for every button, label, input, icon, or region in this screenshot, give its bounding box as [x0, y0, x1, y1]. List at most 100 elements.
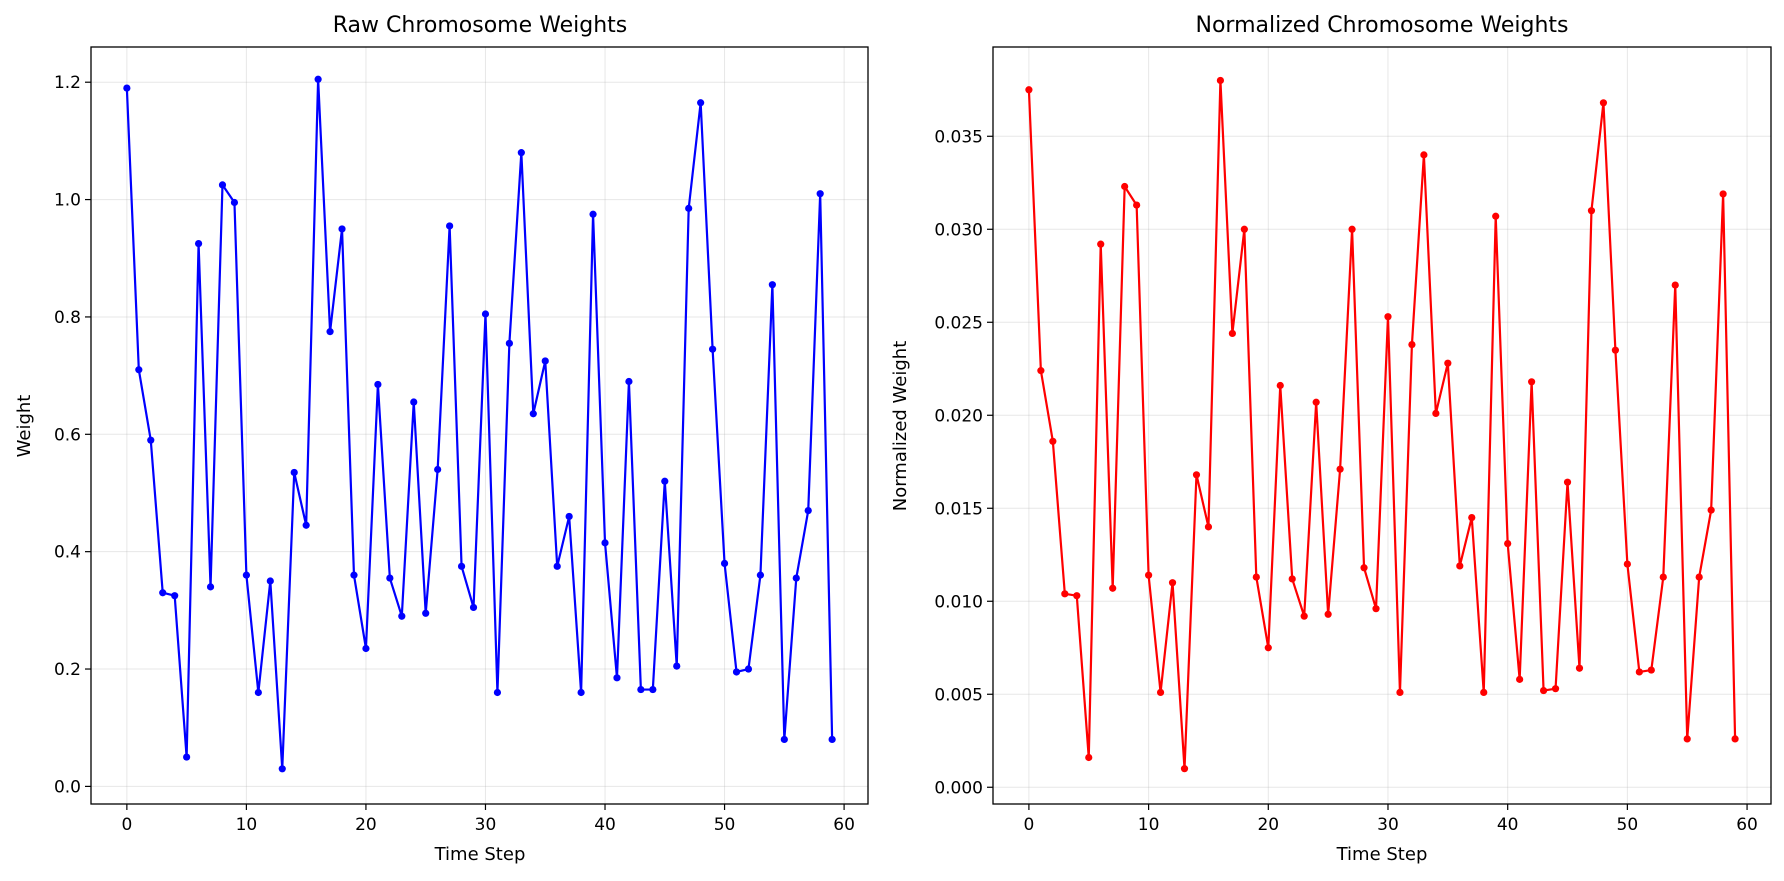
- data-point: [1623, 560, 1631, 568]
- grid: [91, 47, 868, 804]
- data-point: [625, 377, 633, 386]
- data-point: [206, 583, 215, 591]
- y-tick-label: 0.4: [54, 543, 81, 563]
- data-point: [362, 644, 370, 653]
- data-point: [1156, 688, 1165, 697]
- data-point: [314, 75, 322, 83]
- data-point: [302, 521, 310, 529]
- data-point: [1360, 564, 1368, 572]
- data-point: [218, 181, 227, 189]
- data-point: [434, 465, 442, 474]
- y-tick-label: 0.2: [54, 660, 81, 680]
- data-point: [1240, 225, 1248, 233]
- data-point: [1539, 686, 1548, 695]
- data-point: [697, 99, 705, 107]
- y-tick-label: 0.030: [934, 220, 983, 240]
- data-point: [780, 735, 788, 744]
- data-point: [1049, 437, 1057, 445]
- data-point: [183, 753, 191, 761]
- x-tick-label: 10: [1138, 815, 1160, 835]
- data-point: [1492, 212, 1500, 220]
- data-point: [338, 225, 346, 233]
- data-point: [1731, 735, 1739, 743]
- data-point: [1372, 605, 1380, 613]
- data-point: [1420, 151, 1428, 159]
- data-point: [1061, 590, 1069, 598]
- y-tick-label: 0.025: [934, 313, 983, 333]
- data-point: [1408, 340, 1416, 349]
- y-tick-label: 0.000: [934, 778, 983, 798]
- data-point: [1121, 182, 1129, 191]
- chart-title: Normalized Chromosome Weights: [1196, 13, 1569, 38]
- data-point: [1192, 471, 1201, 479]
- data-point: [1276, 381, 1284, 390]
- y-tick-label: 0.6: [54, 425, 81, 445]
- data-point: [398, 612, 406, 620]
- data-point: [326, 328, 334, 336]
- y-tick-label: 0.8: [54, 308, 81, 328]
- data-point: [1109, 584, 1117, 592]
- x-tick-label: 60: [1736, 815, 1758, 835]
- data-point: [828, 735, 836, 744]
- data-point: [1288, 575, 1296, 583]
- data-point: [529, 410, 537, 418]
- data-point: [1384, 313, 1392, 321]
- data-point: [1180, 765, 1189, 773]
- data-point: [589, 210, 597, 218]
- data-point: [194, 239, 203, 248]
- data-point: [673, 662, 681, 670]
- data-point: [159, 589, 167, 597]
- data-point: [1575, 664, 1584, 672]
- x-tick-label: 30: [475, 815, 497, 835]
- data-point: [661, 477, 669, 485]
- data-point: [422, 609, 430, 617]
- series-line: [1027, 79, 1737, 770]
- data-point: [1300, 612, 1308, 620]
- data-point: [278, 765, 286, 773]
- data-point: [505, 339, 513, 347]
- data-point: [1587, 207, 1596, 215]
- x-tick-label: 0: [121, 815, 132, 835]
- x-tick-label: 30: [1377, 815, 1399, 835]
- x-tick-label: 40: [594, 815, 616, 835]
- data-point: [744, 665, 753, 673]
- data-point: [732, 668, 741, 676]
- x-tick-label: 20: [355, 815, 377, 835]
- data-point: [768, 281, 776, 289]
- x-tick-label: 10: [236, 815, 258, 835]
- data-point: [481, 310, 490, 318]
- data-point: [147, 436, 155, 444]
- data-point: [1216, 76, 1225, 85]
- y-tick-label: 0.015: [934, 499, 983, 519]
- data-point: [1444, 359, 1452, 367]
- data-point: [756, 571, 765, 579]
- data-point: [254, 688, 262, 697]
- data-point: [1659, 573, 1667, 581]
- data-point: [541, 357, 549, 365]
- data-point: [720, 559, 729, 568]
- data-point: [1037, 367, 1045, 375]
- data-point: [553, 562, 561, 570]
- data-point: [1504, 540, 1512, 548]
- data-point: [457, 562, 466, 570]
- axes-frame: [992, 46, 1772, 805]
- data-point: [1599, 99, 1608, 107]
- data-point: [446, 222, 454, 230]
- x-tick-label: 60: [833, 815, 855, 835]
- x-tick-label: 20: [1257, 815, 1279, 835]
- data-point: [135, 366, 143, 374]
- data-point: [1204, 523, 1213, 531]
- data-point: [1611, 346, 1619, 354]
- data-point: [1133, 201, 1141, 209]
- series-line: [125, 78, 834, 770]
- y-tick-label: 0.020: [934, 406, 983, 426]
- data-point: [1683, 735, 1691, 743]
- data-point: [792, 574, 800, 582]
- data-point: [1528, 378, 1536, 386]
- data-point: [374, 380, 382, 389]
- data-point: [613, 674, 621, 682]
- data-point: [493, 688, 502, 697]
- y-axis-label: Weight: [14, 395, 35, 458]
